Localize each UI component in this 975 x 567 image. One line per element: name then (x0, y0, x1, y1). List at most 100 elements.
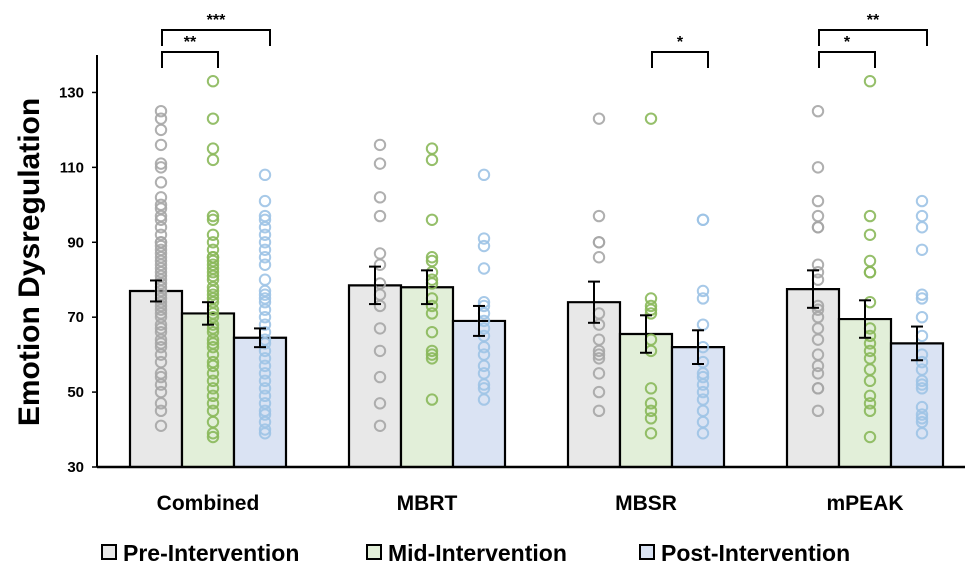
data-point (425, 352, 439, 365)
data-point (915, 400, 929, 414)
x-tick-label: mPEAK (826, 492, 903, 515)
data-point (373, 191, 387, 204)
data-point (592, 112, 606, 125)
data-point (811, 258, 825, 271)
data-point (258, 382, 272, 395)
y-tick-label: 130 (59, 84, 84, 101)
data-point (258, 168, 272, 182)
data-point (154, 404, 168, 418)
data-point (425, 251, 439, 264)
data-point (696, 385, 710, 399)
data-point (477, 296, 491, 309)
data-point (811, 404, 825, 418)
data-point (863, 352, 877, 365)
significance-bracket (651, 51, 709, 68)
data-point (154, 325, 168, 339)
data-point (258, 258, 272, 271)
data-point (696, 318, 710, 331)
data-point (258, 352, 272, 365)
data-point (644, 307, 658, 320)
data-point (696, 284, 710, 298)
legend-swatch (101, 544, 117, 560)
data-point (258, 273, 272, 286)
data-point (154, 157, 168, 170)
data-point (644, 382, 658, 395)
data-point (373, 370, 387, 384)
data-point (425, 266, 439, 279)
data-point (592, 236, 606, 249)
data-point (915, 243, 929, 256)
y-tick-label: 50 (67, 384, 84, 401)
data-point (811, 161, 825, 174)
data-point (154, 340, 168, 354)
data-point (477, 367, 491, 380)
legend-label: Mid-Intervention (388, 540, 567, 566)
data-point (811, 382, 825, 395)
data-point (915, 355, 929, 369)
data-point (206, 112, 220, 125)
data-point (258, 359, 272, 373)
data-point (258, 194, 272, 208)
significance-label: * (844, 34, 851, 51)
data-point (154, 419, 168, 432)
y-axis-label: Emotion Dysregulation (13, 98, 46, 426)
data-point (915, 408, 929, 421)
data-point (811, 348, 825, 361)
data-point (644, 397, 658, 410)
data-point (373, 209, 387, 223)
data-point (915, 378, 929, 391)
data-point (915, 209, 929, 223)
data-point (592, 385, 606, 399)
data-point (206, 153, 220, 167)
data-point (811, 303, 825, 316)
data-point (811, 104, 825, 118)
data-point (425, 325, 439, 339)
data-point (592, 209, 606, 223)
data-point (373, 258, 387, 271)
data-point (258, 251, 272, 264)
data-point (863, 430, 877, 444)
data-point (206, 430, 220, 444)
data-point (863, 397, 877, 410)
x-tick-label: MBSR (615, 492, 677, 515)
data-point (206, 228, 220, 241)
data-point (206, 389, 220, 403)
bar (672, 347, 724, 467)
data-point (811, 367, 825, 380)
significance-label: ** (184, 34, 197, 51)
data-point (915, 382, 929, 395)
data-point (477, 168, 491, 182)
data-point (425, 153, 439, 167)
data-point (425, 393, 439, 406)
data-point (477, 239, 491, 253)
data-point (206, 251, 220, 264)
data-point (373, 157, 387, 170)
significance-bracket (161, 51, 219, 68)
data-point (863, 75, 877, 88)
data-point (592, 333, 606, 346)
data-point (154, 370, 168, 384)
bar (568, 302, 620, 467)
data-point (206, 325, 220, 339)
data-point (206, 243, 220, 256)
data-point (915, 292, 929, 305)
data-point (154, 198, 168, 212)
data-point (206, 209, 220, 223)
data-point (258, 243, 272, 256)
data-point (425, 344, 439, 358)
data-point (258, 404, 272, 418)
data-point (154, 385, 168, 399)
data-point (915, 363, 929, 376)
data-point (154, 355, 168, 369)
y-tick-label: 90 (67, 234, 84, 251)
data-point (644, 292, 658, 305)
data-point (154, 191, 168, 204)
data-point (206, 374, 220, 388)
data-point (258, 236, 272, 249)
data-point (258, 213, 272, 227)
data-point (425, 142, 439, 155)
significance-label: * (677, 34, 684, 51)
data-point (258, 367, 272, 380)
significance-bracket (818, 51, 876, 68)
data-point (811, 221, 825, 234)
